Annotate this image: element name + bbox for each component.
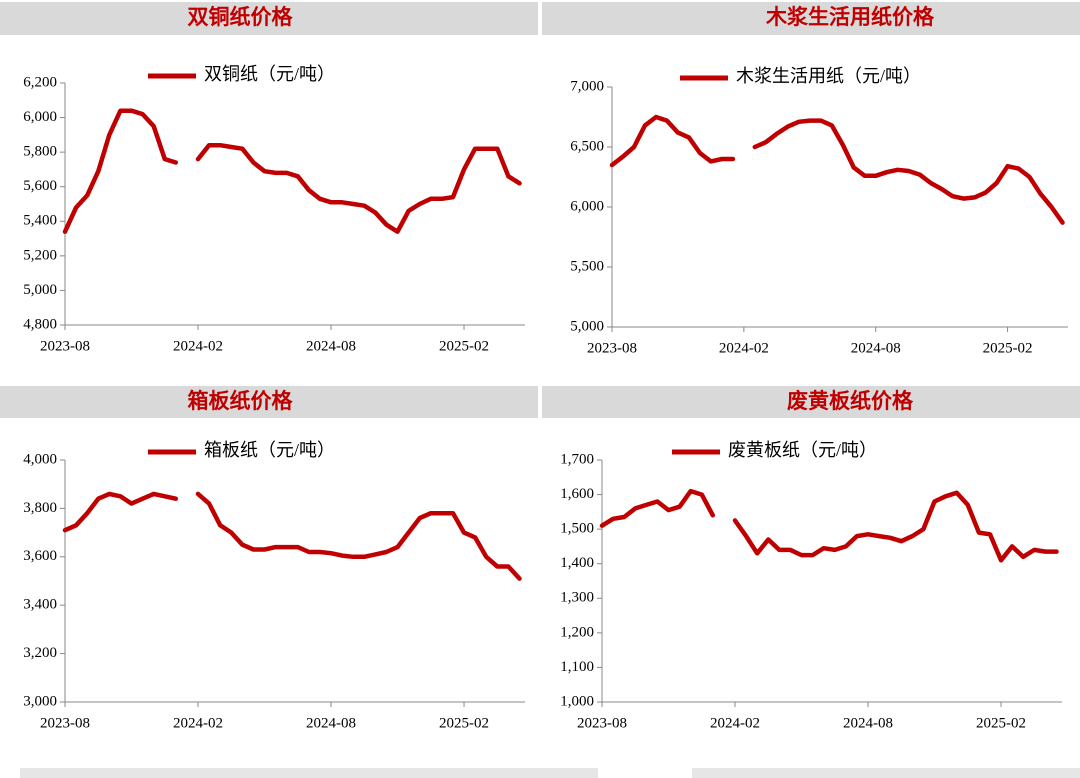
title-bar [0,386,538,418]
y-tick-label: 1,000 [560,693,594,709]
y-tick-label: 5,800 [23,144,57,160]
y-tick-label: 5,000 [23,282,57,298]
panel-title: 箱板纸价格 [188,389,294,413]
data-line [599,488,1059,563]
y-tick-label: 1,600 [560,486,594,502]
x-tick-label: 2025-02 [439,338,489,354]
x-tick-label: 2023-08 [40,338,90,354]
data-line [62,491,522,581]
x-tick-label: 2023-08 [577,715,627,731]
y-tick-label: 7,000 [570,78,604,94]
y-tick-label: 3,800 [23,500,57,516]
y-tick-label: 1,300 [560,590,594,606]
title-bar [542,386,1080,418]
x-tick-label: 2024-08 [306,338,356,354]
x-tick-label: 2023-08 [587,340,637,356]
x-tick-label: 2024-02 [173,338,223,354]
y-tick-label: 3,600 [23,548,57,564]
x-tick-label: 2024-02 [710,715,760,731]
data-line [62,108,522,234]
y-tick-label: 4,800 [23,316,57,332]
y-tick-label: 5,400 [23,213,57,229]
y-tick-label: 1,400 [560,555,594,571]
panel-title: 双铜纸价格 [188,5,294,29]
y-tick-label: 6,500 [570,138,604,154]
legend-label: 箱板纸（元/吨） [204,440,335,460]
y-tick-label: 5,600 [23,178,57,194]
y-tick-label: 3,400 [23,597,57,613]
y-tick-label: 1,500 [560,521,594,537]
x-tick-label: 2023-08 [40,715,90,731]
y-tick-label: 5,200 [23,247,57,263]
y-tick-label: 1,700 [560,451,594,467]
y-tick-label: 6,000 [23,109,57,125]
x-tick-label: 2025-02 [983,340,1033,356]
x-tick-label: 2024-08 [843,715,893,731]
legend-label: 木浆生活用纸（元/吨） [736,66,921,86]
data-line [609,114,1065,225]
y-tick-label: 3,000 [23,693,57,709]
footer-bar [692,768,1080,778]
panel-title: 木浆生活用纸价格 [765,5,935,29]
x-tick-label: 2025-02 [439,715,489,731]
title-bar [542,2,1080,35]
y-tick-label: 6,200 [23,74,57,90]
legend-label: 双铜纸（元/吨） [204,64,335,84]
y-tick-label: 6,000 [570,198,604,214]
panel-title: 废黄板纸价格 [787,389,914,413]
legend-label: 废黄板纸（元/吨） [728,440,877,460]
y-tick-label: 5,000 [570,318,604,334]
footer-bar [20,768,598,778]
x-tick-label: 2024-02 [173,715,223,731]
x-tick-label: 2024-08 [851,340,901,356]
x-tick-label: 2025-02 [976,715,1026,731]
title-bar [0,2,538,35]
y-tick-label: 5,500 [570,258,604,274]
y-tick-label: 3,200 [23,645,57,661]
y-tick-label: 1,100 [560,659,594,675]
x-tick-label: 2024-08 [306,715,356,731]
y-tick-label: 1,200 [560,624,594,640]
y-tick-label: 4,000 [23,451,57,467]
x-tick-label: 2024-02 [719,340,769,356]
